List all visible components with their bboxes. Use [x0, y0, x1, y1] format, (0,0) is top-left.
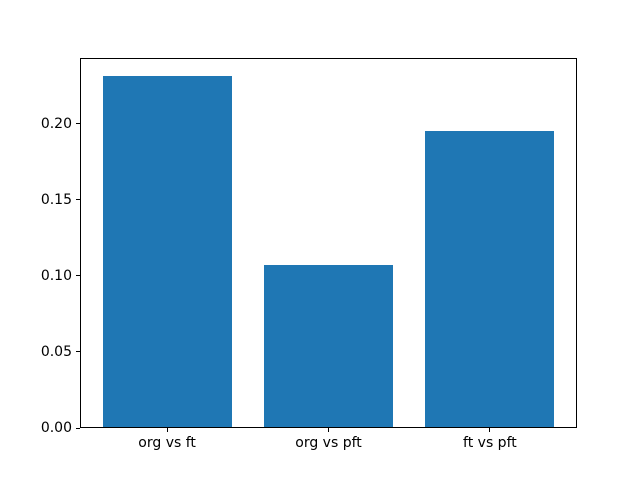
y-tick-label: 0.05 [40, 343, 72, 360]
x-tick-label: org vs ft [138, 435, 196, 451]
y-tick-mark [76, 275, 80, 277]
x-tick-label: ft vs pft [463, 435, 517, 451]
y-tick-label: 0.00 [40, 420, 72, 436]
x-tick-label: org vs pft [295, 435, 362, 451]
y-tick-mark [76, 199, 80, 201]
y-tick-mark [76, 427, 80, 429]
bar-ft-vs-pft [425, 131, 555, 428]
y-tick-mark [76, 123, 80, 124]
x-tick-mark [166, 428, 168, 432]
y-tick-label: 0.20 [40, 115, 72, 132]
y-tick-mark [76, 351, 80, 353]
y-tick-label: 0.10 [40, 267, 72, 284]
x-tick-mark [328, 428, 329, 432]
y-tick-label: 0.15 [40, 191, 72, 208]
x-tick-mark [489, 428, 491, 432]
bar-org-vs-pft [264, 265, 394, 428]
bar-org-vs-ft [102, 76, 232, 428]
